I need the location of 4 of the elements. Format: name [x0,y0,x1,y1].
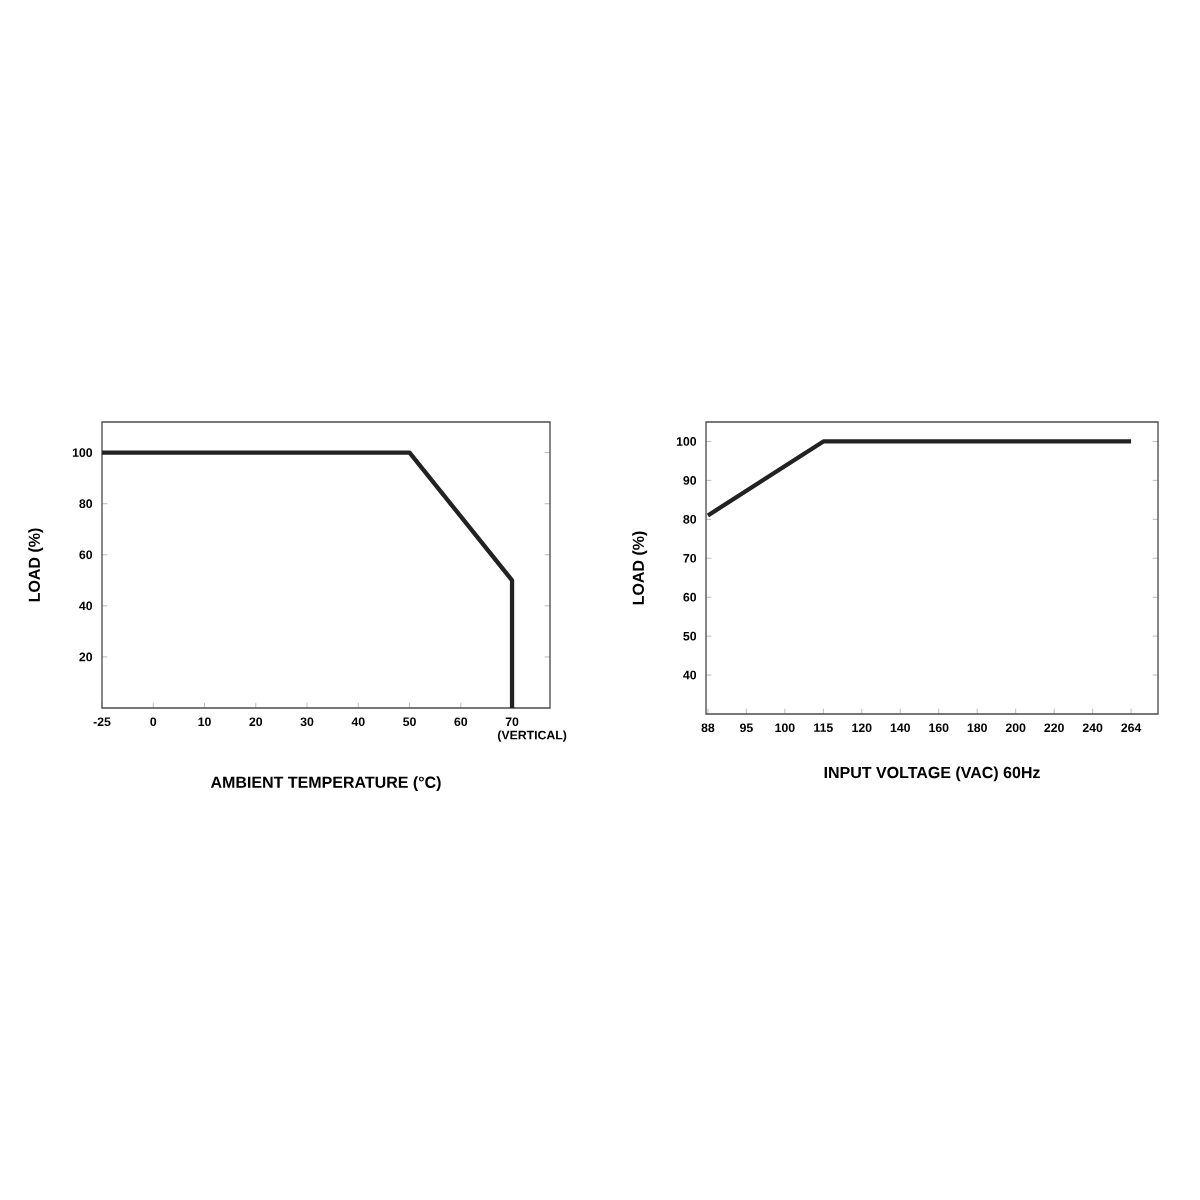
y-axis-title: LOAD (%) [632,531,648,605]
y-axis-title: LOAD (%) [28,528,44,602]
x-axis-title: AMBIENT TEMPERATURE (°C) [210,776,441,792]
x-axis-title: INPUT VOLTAGE (VAC) 60Hz [824,766,1040,782]
